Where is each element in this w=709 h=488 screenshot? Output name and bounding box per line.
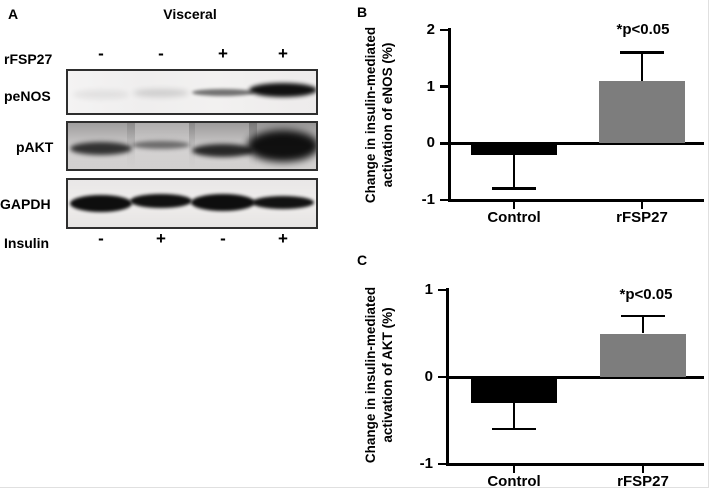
panel-c-error-bar-cap-rfsp27 <box>621 314 665 318</box>
y-axis-title-enos-line2: activation of eNOS (%) <box>380 42 395 188</box>
panel-b-x-tick <box>640 201 644 209</box>
blot-image-pakt <box>66 121 318 171</box>
panel-b-y-tick-label: 0 <box>426 134 435 152</box>
blot-band-lane4 <box>252 195 314 209</box>
y-axis-title-akt-line2: activation of AKT (%) <box>380 307 395 443</box>
panel-b-label: B <box>357 4 368 20</box>
panel-b-x-tick <box>512 201 516 209</box>
condition-sign-rfsp27-lane4: + <box>278 44 288 63</box>
condition-sign-rfsp27-lane3: + <box>218 44 228 63</box>
panel-c-x-tick <box>641 465 645 473</box>
row-label-pakt: pAKT <box>16 139 54 155</box>
panel-b-y-axis-line <box>447 28 451 202</box>
y-axis-title-akt: Change in insulin-mediated activation of… <box>362 255 398 487</box>
panel-b-bar-rfsp27 <box>599 81 685 144</box>
blot-band-lane3 <box>191 193 255 211</box>
blot-band-lane2 <box>133 89 189 97</box>
condition-sign-insulin-lane2: + <box>156 229 166 248</box>
significance-annotation-akt: *p<0.05 <box>619 286 673 303</box>
panel-c-bar-rfsp27 <box>600 333 686 377</box>
row-label-rfsp27: rFSP27 <box>4 51 53 67</box>
condition-sign-insulin-lane4: + <box>278 229 288 248</box>
panel-c-bar-control <box>471 377 557 404</box>
blot-image-penos <box>66 69 318 115</box>
panel-c-y-tick-label: -1 <box>419 455 433 472</box>
panel-c-y-tick <box>438 462 447 466</box>
panel-a-label: A <box>8 6 19 22</box>
condition-sign-rfsp27-lane1: - <box>98 44 104 63</box>
panel-c-y-tick-label: 0 <box>424 368 433 385</box>
blot-band-lane2 <box>130 194 192 208</box>
blot-band-lane2 <box>132 141 190 149</box>
panel-b-y-tick-label: -1 <box>421 191 435 208</box>
blot-band-lane4 <box>249 83 316 97</box>
panel-b-error-bar-line-control <box>512 154 516 189</box>
blot-band-lane4 <box>247 130 316 162</box>
panel-c-error-bar-line-rfsp27 <box>641 316 645 334</box>
condition-sign-insulin-lane1: - <box>98 229 104 248</box>
panel-b-y-tick <box>440 142 449 145</box>
panel-b-error-bar-cap-rfsp27 <box>620 51 664 54</box>
panel-c-y-tick <box>438 375 447 379</box>
panel-c-x-tick-label-control: Control <box>487 473 541 488</box>
y-axis-title-enos: Change in insulin-mediated activation of… <box>362 0 398 230</box>
panel-b-x-tick-label-control: Control <box>487 209 541 226</box>
panel-b-error-bar-line-rfsp27 <box>640 52 644 81</box>
blot-band-lane3 <box>192 88 254 96</box>
blot-band-lane3 <box>192 143 254 157</box>
y-axis-title-enos-line1: Change in insulin-mediated <box>363 26 378 204</box>
condition-sign-insulin-lane3: - <box>220 229 226 248</box>
panel-c-x-tick <box>512 465 516 473</box>
panel-c-y-tick <box>438 288 447 292</box>
panel-b-error-bar-cap-control <box>492 187 536 190</box>
panel-b-y-tick-label: 1 <box>426 77 435 95</box>
panel-c-x-tick-label-rfsp27: rFSP27 <box>617 473 669 488</box>
y-axis-title-akt-line1: Change in insulin-mediated <box>363 286 378 464</box>
significance-annotation-enos: *p<0.05 <box>616 21 670 38</box>
panel-b-y-tick <box>440 28 449 32</box>
blot-image-gapdh <box>66 178 318 229</box>
panel-b-y-tick <box>440 198 449 202</box>
panel-c-zero-line <box>447 375 704 379</box>
row-label-insulin: Insulin <box>4 235 50 251</box>
panel-a-title: Visceral <box>163 6 217 22</box>
blot-band-lane1 <box>70 194 132 212</box>
panel-b-x-axis-line <box>447 198 704 202</box>
blot-band-lane1 <box>73 89 129 99</box>
panel-c-x-axis-line <box>445 462 704 466</box>
panel-c-error-bar-cap-control <box>492 427 536 431</box>
panel-b-bar-control <box>471 143 557 155</box>
condition-sign-rfsp27-lane2: - <box>158 44 164 63</box>
blot-band-lane1 <box>70 141 132 155</box>
panel-b-x-tick-label-rfsp27: rFSP27 <box>616 209 668 226</box>
panel-b-y-tick-label: 2 <box>426 21 435 38</box>
panel-b-zero-line <box>449 141 704 145</box>
panel-c-label: C <box>357 252 368 268</box>
panel-b-y-tick <box>440 85 449 88</box>
panel-c-error-bar-line-control <box>512 403 516 430</box>
row-label-gapdh: GAPDH <box>0 196 51 212</box>
row-label-penos: peNOS <box>4 88 51 104</box>
panel-c-y-tick-label: 1 <box>424 281 433 298</box>
